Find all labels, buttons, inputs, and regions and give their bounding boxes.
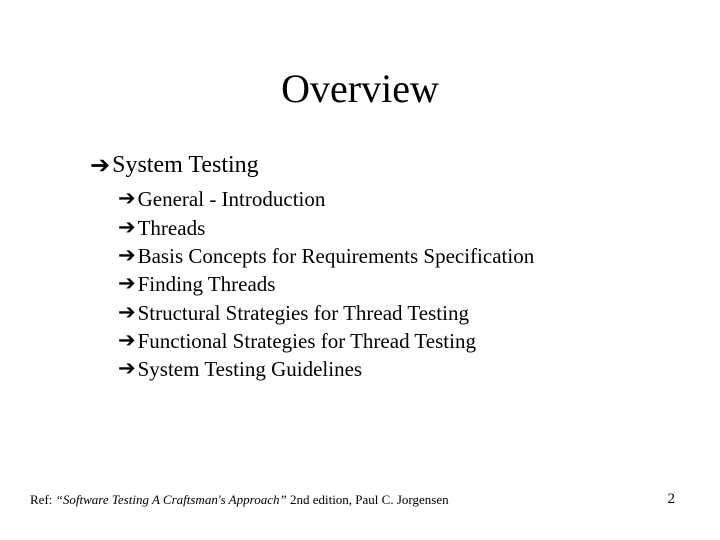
list-item: ➔ Finding Threads [118,270,660,298]
list-item: ➔ Structural Strategies for Thread Testi… [118,299,660,327]
list-item: ➔ General - Introduction [118,185,660,213]
list-item-label: Structural Strategies for Thread Testing [138,299,469,327]
slide-content: ➔ System Testing ➔ General - Introductio… [90,150,660,384]
footer-ref-title: “Software Testing A Craftsman's Approach… [56,492,287,507]
slide: Overview ➔ System Testing ➔ General - In… [0,0,720,540]
arrow-right-icon: ➔ [118,327,136,355]
arrow-right-icon: ➔ [118,270,136,298]
list-item-label: System Testing Guidelines [138,355,362,383]
list-item-label: Threads [138,214,206,242]
footer-ref-label: Ref: [30,492,56,507]
list-item-label: Functional Strategies for Thread Testing [138,327,476,355]
arrow-right-icon: ➔ [90,150,110,181]
list-item: ➔ System Testing Guidelines [118,355,660,383]
slide-title: Overview [0,65,720,112]
page-number: 2 [668,491,676,508]
arrow-right-icon: ➔ [118,185,136,213]
list-item-label: Finding Threads [138,270,276,298]
list-item-label: Basis Concepts for Requirements Specific… [138,242,535,270]
list-item: ➔ Functional Strategies for Thread Testi… [118,327,660,355]
list-item: ➔ System Testing [90,150,660,181]
arrow-right-icon: ➔ [118,299,136,327]
arrow-right-icon: ➔ [118,355,136,383]
footer-ref-suffix: 2nd edition, Paul C. Jorgensen [287,492,449,507]
footer-reference: Ref: “Software Testing A Craftsman's App… [30,492,690,508]
list-item: ➔ Basis Concepts for Requirements Specif… [118,242,660,270]
arrow-right-icon: ➔ [118,214,136,242]
list-item-label: System Testing [112,150,259,181]
list-item: ➔ Threads [118,214,660,242]
list-item-label: General - Introduction [138,185,326,213]
arrow-right-icon: ➔ [118,242,136,270]
